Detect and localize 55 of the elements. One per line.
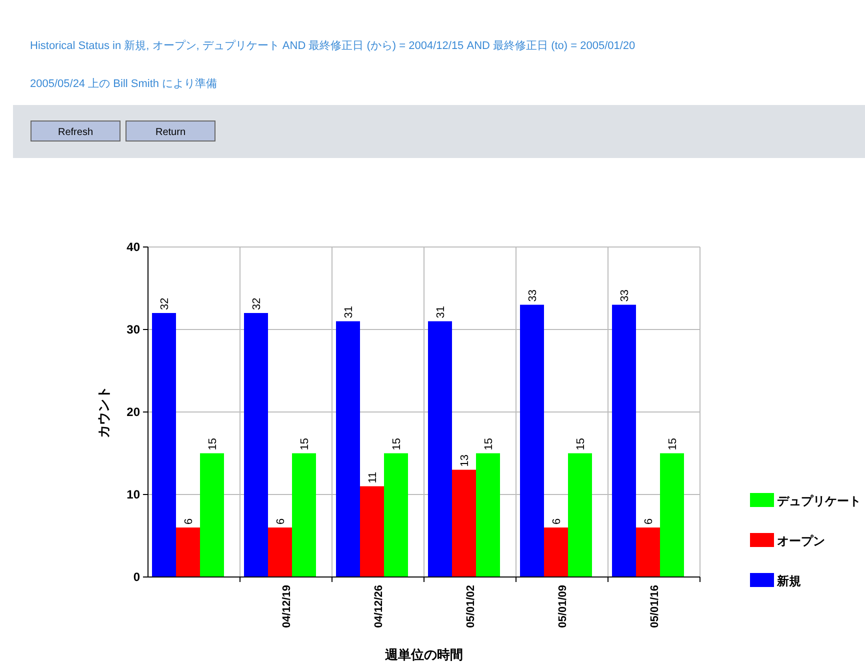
data-label: 15 bbox=[207, 438, 219, 450]
data-label: 11 bbox=[367, 472, 379, 484]
data-label: 15 bbox=[299, 438, 311, 450]
x-tick-label: 05/01/16 bbox=[649, 585, 661, 628]
bar bbox=[428, 321, 452, 577]
bar bbox=[292, 453, 316, 577]
bar bbox=[568, 453, 592, 577]
x-tick-label: 04/12/26 bbox=[373, 585, 385, 628]
data-label: 6 bbox=[183, 518, 195, 524]
bar bbox=[244, 313, 268, 577]
button: Return bbox=[126, 120, 216, 142]
bar bbox=[636, 528, 660, 577]
data-label: 33 bbox=[619, 290, 631, 302]
data-label: 6 bbox=[643, 518, 655, 524]
bar bbox=[360, 486, 384, 577]
chart-title: Historical Status in 新規, オープン, デュプリケート AND 最終修正日 (から) = 2004/12/15 AND 最終修正日 (to) = 2005/01/20 bbox=[30, 39, 636, 52]
data-label: 32 bbox=[159, 298, 171, 310]
bar bbox=[152, 313, 176, 577]
data-label: 31 bbox=[435, 306, 447, 318]
x-tick-label: 05/01/09 bbox=[557, 585, 569, 628]
y-tick-label: 0 bbox=[133, 570, 140, 584]
data-label: 33 bbox=[527, 290, 539, 302]
x-tick-label: 04/12/19 bbox=[281, 585, 293, 628]
data-label: 32 bbox=[251, 298, 263, 310]
bar bbox=[612, 304, 636, 577]
bar bbox=[544, 528, 568, 577]
x-axis-title: 週単位の時間 bbox=[384, 647, 463, 662]
data-label: 31 bbox=[343, 306, 355, 318]
data-label: 6 bbox=[551, 518, 563, 524]
button: Refresh bbox=[30, 120, 120, 142]
y-tick-label: 30 bbox=[126, 322, 140, 336]
data-label: 13 bbox=[459, 454, 471, 467]
bar bbox=[520, 304, 544, 577]
y-tick-label: 10 bbox=[126, 488, 140, 502]
chart-subtitle: 2005/05/24 上の Bill Smith により準備 bbox=[30, 77, 218, 90]
data-label: 15 bbox=[483, 438, 495, 450]
legend-label: オープン bbox=[777, 534, 825, 548]
bar bbox=[268, 528, 292, 577]
x-tick-label: 05/01/02 bbox=[465, 585, 477, 628]
bar bbox=[176, 528, 200, 577]
bar bbox=[336, 321, 360, 577]
data-label: 15 bbox=[391, 438, 403, 450]
data-label: 15 bbox=[575, 438, 587, 450]
bar bbox=[476, 453, 500, 577]
y-tick-label: 40 bbox=[126, 240, 140, 254]
bar bbox=[452, 470, 476, 577]
y-axis-title: カウント bbox=[96, 386, 111, 438]
y-tick-label: 20 bbox=[126, 405, 140, 419]
legend-label: 新規 bbox=[776, 574, 801, 588]
bar bbox=[660, 453, 684, 577]
bar bbox=[200, 453, 224, 577]
data-label: 6 bbox=[275, 518, 287, 524]
data-label: 15 bbox=[667, 438, 679, 450]
bar bbox=[384, 453, 408, 577]
legend-label: デュプリケート bbox=[777, 494, 861, 508]
